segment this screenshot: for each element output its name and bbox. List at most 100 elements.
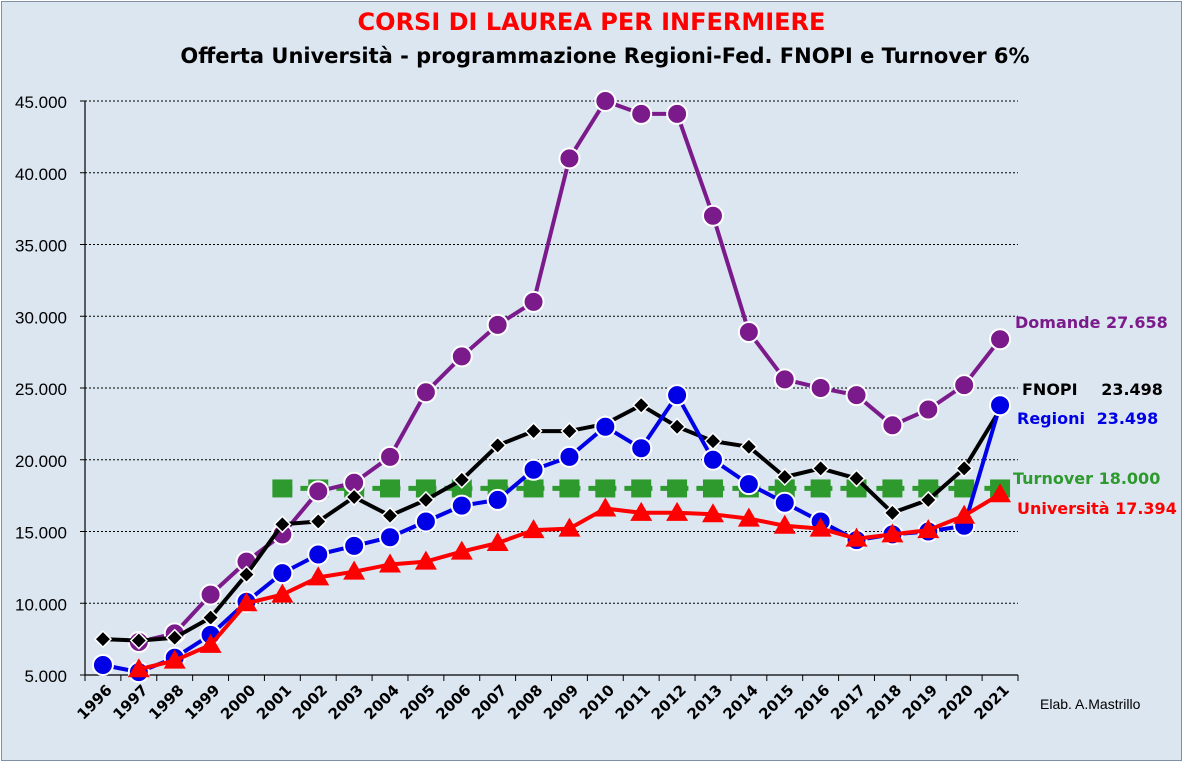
label-universita: Università 17.394 (1017, 499, 1177, 518)
y-tick-label: 10.000 (15, 595, 67, 614)
label-universita-name: Università (1017, 499, 1110, 518)
data-point (271, 583, 294, 603)
x-tick-label: 2000 (217, 681, 259, 723)
x-tick-label: 2009 (540, 681, 582, 723)
data-point (954, 479, 975, 498)
x-tick-label: 2020 (935, 681, 977, 723)
data-point (919, 490, 938, 509)
data-point (773, 368, 796, 391)
data-point (343, 560, 366, 580)
y-tick-label: 35.000 (15, 237, 67, 256)
x-tick-label: 2001 (253, 681, 295, 723)
data-point (668, 417, 687, 436)
label-universita-value: 17.394 (1115, 499, 1177, 518)
data-point (522, 519, 545, 539)
x-tick-label: 2015 (755, 681, 797, 723)
data-point (701, 448, 724, 471)
data-point (379, 526, 402, 549)
data-point (486, 313, 509, 336)
series-turnover (272, 479, 1011, 498)
data-point (452, 470, 471, 489)
data-point (379, 445, 402, 468)
credit-note: Elab. A.Mastrillo (1040, 696, 1141, 712)
data-point (917, 398, 940, 421)
x-tick-label: 2014 (719, 681, 761, 723)
x-tick-label: 2006 (432, 681, 474, 723)
data-point (773, 491, 796, 514)
label-fnopi-name: FNOPI (1022, 380, 1078, 399)
data-point (955, 459, 974, 478)
data-point (450, 345, 473, 368)
y-tick-label: 20.000 (15, 452, 67, 471)
label-domande-value: 27.658 (1106, 313, 1168, 332)
data-point (631, 479, 652, 498)
y-tick-label: 15.000 (15, 524, 67, 543)
data-point (273, 515, 292, 534)
data-point (559, 479, 580, 498)
data-point (845, 384, 868, 407)
data-point (666, 501, 689, 521)
data-point (488, 436, 507, 455)
label-regioni-name: Regioni (1017, 409, 1085, 428)
data-point (560, 421, 579, 441)
x-tick-label: 2004 (361, 681, 403, 723)
data-point (989, 394, 1012, 417)
x-tick-label: 2011 (612, 681, 654, 723)
data-point (345, 487, 364, 507)
label-domande-name: Domande (1015, 313, 1101, 332)
data-point (737, 321, 760, 344)
series-domande (127, 90, 1012, 653)
x-tick-label: 2010 (576, 681, 618, 723)
data-point (237, 565, 256, 584)
data-point (883, 503, 902, 522)
data-point (307, 480, 330, 503)
x-tick-label: 2013 (684, 681, 726, 723)
data-point (989, 328, 1012, 351)
y-tick-label: 45.000 (15, 93, 67, 112)
x-tick-label: 1999 (181, 681, 223, 723)
data-point (809, 377, 832, 399)
data-point (774, 479, 795, 498)
x-tick-label: 1997 (109, 681, 151, 723)
x-tick-label: 2017 (827, 681, 869, 723)
data-point (666, 384, 689, 407)
data-point (558, 445, 581, 468)
data-point (235, 592, 258, 612)
label-fnopi-value: 23.498 (1101, 380, 1163, 399)
label-turnover-value: 18.000 (1098, 469, 1161, 488)
x-tick-label: 2021 (971, 681, 1013, 723)
data-point (595, 479, 616, 498)
data-point (630, 501, 653, 521)
data-point (917, 519, 940, 539)
data-point (810, 479, 831, 498)
data-point (415, 479, 436, 498)
axes (80, 100, 1019, 681)
data-point (486, 531, 509, 551)
x-tick-label: 1998 (145, 681, 187, 723)
data-point (702, 479, 723, 498)
data-point (881, 414, 904, 437)
data-point (414, 381, 437, 404)
data-point (773, 514, 796, 534)
data-point (522, 458, 545, 481)
x-tick-labels: 1996199719981999200020012002200320042005… (74, 681, 1013, 723)
data-point (414, 510, 437, 533)
x-tick-label: 2019 (899, 681, 941, 723)
data-point (809, 517, 832, 537)
data-point (129, 631, 148, 650)
data-point (558, 517, 581, 537)
data-point (594, 90, 617, 112)
data-point (594, 415, 617, 438)
data-point (165, 628, 184, 647)
data-point (486, 488, 509, 511)
data-point (271, 562, 294, 585)
data-point (882, 479, 903, 498)
series-fnopi (93, 396, 1010, 650)
data-point (522, 290, 545, 313)
data-point (379, 553, 402, 573)
data-point (739, 437, 758, 456)
data-point (93, 630, 113, 649)
y-tick-label: 5.000 (24, 667, 67, 686)
x-tick-label: 2016 (791, 681, 833, 723)
